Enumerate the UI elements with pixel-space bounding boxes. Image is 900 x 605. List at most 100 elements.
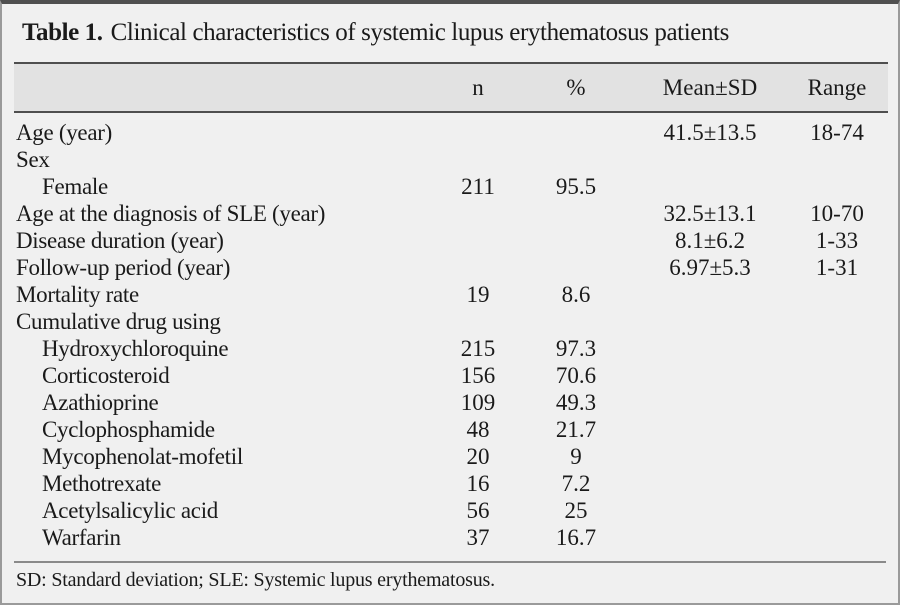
cell-range <box>786 470 888 497</box>
table-row: Age at the diagnosis of SLE (year) 32.5±… <box>14 200 888 227</box>
cell-mean-sd <box>634 416 786 443</box>
cell-range <box>786 308 888 335</box>
cell-mean-sd: 8.1±6.2 <box>674 228 746 253</box>
cell-percent <box>518 308 634 335</box>
table-row: Female 211 95.5 <box>14 173 888 200</box>
cell-range <box>786 443 888 470</box>
cell-n: 20 <box>466 444 490 469</box>
cell-mean-sd <box>634 443 786 470</box>
cell-percent: 97.3 <box>555 336 597 361</box>
cell-n <box>438 146 518 173</box>
row-label: Follow-up period (year) <box>16 255 231 280</box>
cell-percent: 16.7 <box>555 525 597 550</box>
table-row: Age (year) 41.5±13.5 18-74 <box>14 112 888 146</box>
cell-range <box>786 497 888 524</box>
table-row: Mycophenolat-mofetil 20 9 <box>14 443 888 470</box>
cell-range: 1-33 <box>815 228 859 253</box>
cell-n: 19 <box>466 282 490 307</box>
table-row: Disease duration (year) 8.1±6.2 1-33 <box>14 227 888 254</box>
cell-percent: 49.3 <box>555 390 597 415</box>
cell-mean-sd <box>634 389 786 416</box>
table-row: Azathioprine 109 49.3 <box>14 389 888 416</box>
cell-percent: 7.2 <box>561 471 591 496</box>
row-label: Warfarin <box>42 525 121 550</box>
row-label: Acetylsalicylic acid <box>42 498 219 523</box>
cell-percent <box>518 112 634 146</box>
table-row: Cyclophosphamide 48 21.7 <box>14 416 888 443</box>
table-body: Age (year) 41.5±13.5 18-74 Sex Female 21… <box>14 112 888 557</box>
cell-mean-sd: 32.5±13.1 <box>663 201 757 226</box>
row-label: Sex <box>16 147 50 172</box>
header-range: Range <box>786 62 888 113</box>
row-label: Corticosteroid <box>42 363 170 388</box>
cell-percent <box>518 227 634 254</box>
row-label: Female <box>42 174 108 199</box>
table-row: Corticosteroid 156 70.6 <box>14 362 888 389</box>
cell-range: 18-74 <box>810 120 864 145</box>
cell-range <box>786 281 888 308</box>
cell-range <box>786 524 888 557</box>
cell-range <box>786 335 888 362</box>
cell-n: 211 <box>461 174 495 199</box>
cell-n: 109 <box>460 390 496 415</box>
cell-n <box>438 254 518 281</box>
table-row: Warfarin 37 16.7 <box>14 524 888 557</box>
cell-mean-sd <box>634 281 786 308</box>
cell-percent: 9 <box>570 444 582 469</box>
row-label: Methotrexate <box>42 471 162 496</box>
row-label: Mortality rate <box>16 282 139 307</box>
header-n: n <box>438 62 518 113</box>
table-header: n % Mean±SD Range <box>14 62 888 113</box>
table-row: Methotrexate 16 7.2 <box>14 470 888 497</box>
cell-percent: 25 <box>564 498 588 523</box>
cell-percent: 95.5 <box>555 174 597 199</box>
cell-mean-sd <box>634 335 786 362</box>
row-label: Azathioprine <box>42 390 159 415</box>
cell-percent <box>518 254 634 281</box>
cell-percent <box>518 200 634 227</box>
header-row: n % Mean±SD Range <box>14 62 888 113</box>
cell-mean-sd <box>634 173 786 200</box>
row-label: Hydroxychloroquine <box>42 336 229 361</box>
header-mean-sd: Mean±SD <box>634 62 786 113</box>
cell-range <box>786 173 888 200</box>
header-label-empty <box>14 62 438 113</box>
cell-n: 215 <box>460 336 496 361</box>
cell-mean-sd <box>634 470 786 497</box>
row-label: Cyclophosphamide <box>42 417 215 442</box>
row-label: Mycophenolat-mofetil <box>42 444 243 469</box>
header-percent: % <box>518 62 634 113</box>
cell-n: 56 <box>466 498 490 523</box>
cell-range <box>786 146 888 173</box>
table-row: Hydroxychloroquine 215 97.3 <box>14 335 888 362</box>
table-row: Mortality rate 19 8.6 <box>14 281 888 308</box>
table-title: Table 1. Clinical characteristics of syst… <box>2 4 898 62</box>
cell-n: 16 <box>466 471 490 496</box>
cell-percent <box>518 146 634 173</box>
cell-n <box>438 308 518 335</box>
clinical-characteristics-table: n % Mean±SD Range Age (year) 41.5±13.5 1… <box>14 62 888 557</box>
cell-range: 10-70 <box>810 201 864 226</box>
row-label: Cumulative drug using <box>16 309 221 334</box>
table-row: Acetylsalicylic acid 56 25 <box>14 497 888 524</box>
cell-percent: 8.6 <box>561 282 591 307</box>
cell-mean-sd <box>634 497 786 524</box>
table-row: Sex <box>14 146 888 173</box>
cell-range: 1-31 <box>815 255 859 280</box>
cell-n <box>438 200 518 227</box>
row-label: Age at the diagnosis of SLE (year) <box>16 201 326 226</box>
cell-range <box>786 416 888 443</box>
cell-n: 156 <box>460 363 496 388</box>
cell-n: 48 <box>466 417 490 442</box>
cell-percent: 70.6 <box>555 363 597 388</box>
cell-mean-sd: 6.97±5.3 <box>669 255 751 280</box>
cell-mean-sd: 41.5±13.5 <box>663 120 757 145</box>
cell-mean-sd <box>634 308 786 335</box>
cell-mean-sd <box>634 362 786 389</box>
cell-n: 37 <box>466 525 490 550</box>
cell-n <box>438 112 518 146</box>
table-caption: Clinical characteristics of systemic lup… <box>110 19 730 46</box>
table-number: Table 1. <box>22 19 103 46</box>
cell-n <box>438 227 518 254</box>
table-row: Follow-up period (year) 6.97±5.3 1-31 <box>14 254 888 281</box>
